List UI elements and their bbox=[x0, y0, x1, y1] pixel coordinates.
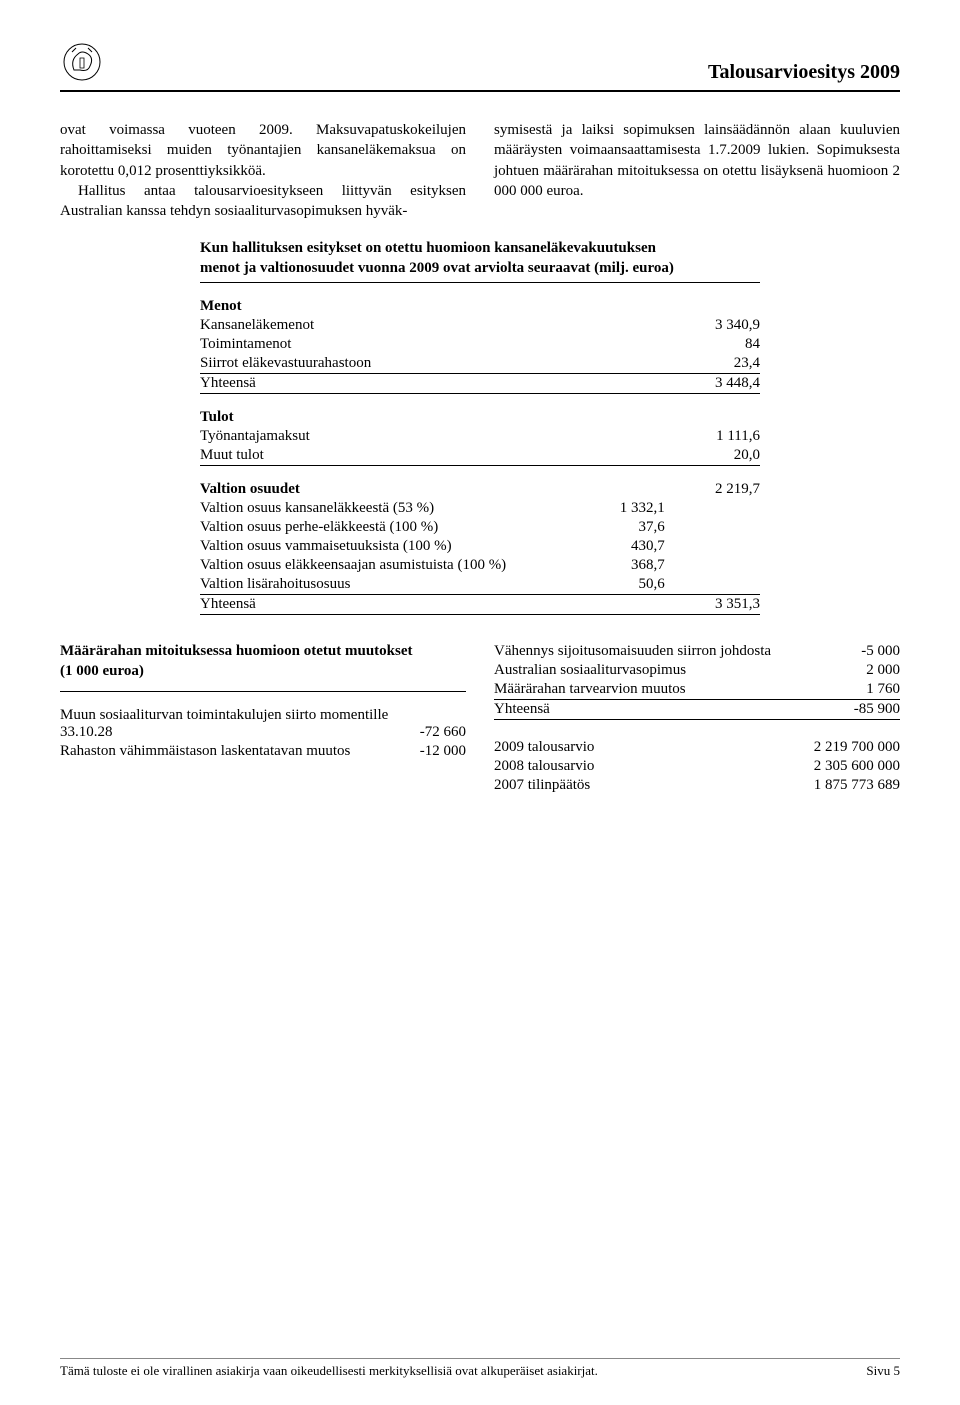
valtion-r5-val: 50,6 bbox=[570, 575, 665, 595]
tulot-head: Tulot bbox=[200, 408, 600, 427]
tulot-r2-val: 20,0 bbox=[600, 446, 760, 466]
menot-r2-label: Toimintamenot bbox=[200, 335, 643, 354]
table-row: Toimintamenot 84 bbox=[200, 335, 760, 354]
valtion-total-row: Yhteensä 3 351,3 bbox=[200, 595, 760, 615]
table-row: Määrärahan tarvearvion muutos 1 760 bbox=[494, 680, 900, 700]
table-row: Valtion lisärahoitusosuus 50,6 bbox=[200, 575, 760, 595]
main-heading-l2: menot ja valtionosuudet vuonna 2009 ovat… bbox=[200, 260, 674, 276]
right-table-budget: 2009 talousarvio 2 219 700 000 2008 talo… bbox=[494, 738, 900, 795]
bottom-left-block: Määrärahan mitoituksessa huomioon otetut… bbox=[60, 642, 466, 795]
main-financial-block: Kun hallituksen esitykset on otettu huom… bbox=[200, 239, 760, 618]
table-row: Valtion osuus eläkkeensaajan asumistuist… bbox=[200, 556, 760, 575]
valtion-r1-val: 1 332,1 bbox=[570, 499, 665, 518]
right-total-val: -85 900 bbox=[842, 700, 900, 720]
valtion-total-val: 3 351,3 bbox=[665, 595, 760, 615]
left-r1-val: -72 660 bbox=[420, 706, 466, 742]
menot-r2-val: 84 bbox=[643, 335, 760, 354]
valtion-head-label: Valtion osuudet bbox=[200, 480, 570, 499]
right-total-row: Yhteensä -85 900 bbox=[494, 700, 900, 720]
valtion-r2-label: Valtion osuus perhe-eläkkeestä (100 %) bbox=[200, 518, 570, 537]
right-r1-label: Vähennys sijoitusomaisuuden siirron johd… bbox=[494, 642, 842, 661]
valtion-r4-val: 368,7 bbox=[570, 556, 665, 575]
right-b1-val: 2 219 700 000 bbox=[712, 738, 900, 757]
right-r1-val: -5 000 bbox=[842, 642, 900, 661]
right-r2-label: Australian sosiaaliturvasopimus bbox=[494, 661, 842, 680]
left-r1-label: Muun sosiaaliturvan toimintakulujen siir… bbox=[60, 706, 420, 742]
table-row: 2008 talousarvio 2 305 600 000 bbox=[494, 757, 900, 776]
header-title: Talousarvioesitys 2009 bbox=[708, 61, 900, 84]
table-row: Vähennys sijoitusomaisuuden siirron johd… bbox=[494, 642, 900, 661]
valtion-r4-label: Valtion osuus eläkkeensaajan asumistuist… bbox=[200, 556, 570, 575]
valtion-head-val: 2 219,7 bbox=[665, 480, 760, 499]
valtion-r2-val: 37,6 bbox=[570, 518, 665, 537]
left-block-heading: Määrärahan mitoituksessa huomioon otetut… bbox=[60, 642, 466, 681]
left-r2-val: -12 000 bbox=[420, 742, 466, 761]
table-row: Kansaneläkemenot 3 340,9 bbox=[200, 316, 760, 335]
table-row: Rahaston vähimmäistason laskentatavan mu… bbox=[60, 742, 466, 761]
page-header: Talousarvioesitys 2009 bbox=[60, 40, 900, 92]
menot-table: Menot Kansaneläkemenot 3 340,9 Toimintam… bbox=[200, 282, 760, 408]
right-total-label: Yhteensä bbox=[494, 700, 842, 720]
valtion-total-label: Yhteensä bbox=[200, 595, 570, 615]
table-row: Muun sosiaaliturvan toimintakulujen siir… bbox=[60, 706, 466, 742]
table-row: 2007 tilinpäätös 1 875 773 689 bbox=[494, 776, 900, 795]
menot-r1-label: Kansaneläkemenot bbox=[200, 316, 643, 335]
bottom-right-block: Vähennys sijoitusomaisuuden siirron johd… bbox=[494, 642, 900, 795]
table-row: Australian sosiaaliturvasopimus 2 000 bbox=[494, 661, 900, 680]
tulot-r2-label: Muut tulot bbox=[200, 446, 600, 466]
table-row: Siirrot eläkevastuurahastoon 23,4 bbox=[200, 354, 760, 374]
right-r2-val: 2 000 bbox=[842, 661, 900, 680]
menot-head: Menot bbox=[200, 297, 643, 316]
valtion-r3-val: 430,7 bbox=[570, 537, 665, 556]
body-left-p2: Hallitus antaa talousarvioesitykseen lii… bbox=[60, 181, 466, 222]
valtion-r1-label: Valtion osuus kansaneläkkeestä (53 %) bbox=[200, 499, 570, 518]
right-b2-label: 2008 talousarvio bbox=[494, 757, 712, 776]
right-r3-label: Määrärahan tarvearvion muutos bbox=[494, 680, 842, 700]
table-row: Valtion osuus vammaisetuuksista (100 %) … bbox=[200, 537, 760, 556]
right-table-top: Vähennys sijoitusomaisuuden siirron johd… bbox=[494, 642, 900, 734]
right-b3-val: 1 875 773 689 bbox=[712, 776, 900, 795]
footer-text: Tämä tuloste ei ole virallinen asiakirja… bbox=[60, 1363, 598, 1379]
menot-r1-val: 3 340,9 bbox=[643, 316, 760, 335]
body-left-p1: ovat voimassa vuoteen 2009. Maksuvapatus… bbox=[60, 120, 466, 181]
right-b3-label: 2007 tilinpäätös bbox=[494, 776, 712, 795]
valtion-r3-label: Valtion osuus vammaisetuuksista (100 %) bbox=[200, 537, 570, 556]
left-table: Muun sosiaaliturvan toimintakulujen siir… bbox=[60, 691, 466, 761]
table-row: Työnantajamaksut 1 111,6 bbox=[200, 427, 760, 446]
tulot-r1-label: Työnantajamaksut bbox=[200, 427, 600, 446]
page-number: Sivu 5 bbox=[866, 1363, 900, 1379]
valtion-r5-label: Valtion lisärahoitusosuus bbox=[200, 575, 570, 595]
table-row: 2009 talousarvio 2 219 700 000 bbox=[494, 738, 900, 757]
valtion-table: Valtion osuudet 2 219,7 Valtion osuus ka… bbox=[200, 480, 760, 618]
tulot-table: Tulot Työnantajamaksut 1 111,6 Muut tulo… bbox=[200, 408, 760, 480]
body-right-p1: symisestä ja laiksi sopimuksen lainsäädä… bbox=[494, 120, 900, 201]
main-heading-l1: Kun hallituksen esitykset on otettu huom… bbox=[200, 240, 656, 256]
body-columns: ovat voimassa vuoteen 2009. Maksuvapatus… bbox=[60, 120, 900, 221]
menot-total-row: Yhteensä 3 448,4 bbox=[200, 374, 760, 394]
page-footer: Tämä tuloste ei ole virallinen asiakirja… bbox=[60, 1358, 900, 1379]
right-b2-val: 2 305 600 000 bbox=[712, 757, 900, 776]
table-row: Valtion osuus perhe-eläkkeestä (100 %) 3… bbox=[200, 518, 760, 537]
right-r3-val: 1 760 bbox=[842, 680, 900, 700]
valtion-head-row: Valtion osuudet 2 219,7 bbox=[200, 480, 760, 499]
bottom-columns: Määrärahan mitoituksessa huomioon otetut… bbox=[60, 642, 900, 795]
body-left-column: ovat voimassa vuoteen 2009. Maksuvapatus… bbox=[60, 120, 466, 221]
emblem-icon bbox=[60, 40, 104, 84]
table-row: Muut tulot 20,0 bbox=[200, 446, 760, 466]
left-head-l1: Määrärahan mitoituksessa huomioon otetut… bbox=[60, 643, 413, 659]
menot-r3-val: 23,4 bbox=[643, 354, 760, 374]
left-head-l2: (1 000 euroa) bbox=[60, 663, 144, 679]
menot-total-label: Yhteensä bbox=[200, 374, 643, 394]
left-r2-label: Rahaston vähimmäistason laskentatavan mu… bbox=[60, 742, 420, 761]
menot-r3-label: Siirrot eläkevastuurahastoon bbox=[200, 354, 643, 374]
tulot-r1-val: 1 111,6 bbox=[600, 427, 760, 446]
table-row: Valtion osuus kansaneläkkeestä (53 %) 1 … bbox=[200, 499, 760, 518]
page: Talousarvioesitys 2009 ovat voimassa vuo… bbox=[0, 0, 960, 1405]
right-b1-label: 2009 talousarvio bbox=[494, 738, 712, 757]
menot-total-val: 3 448,4 bbox=[643, 374, 760, 394]
main-heading: Kun hallituksen esitykset on otettu huom… bbox=[200, 239, 760, 278]
body-right-column: symisestä ja laiksi sopimuksen lainsäädä… bbox=[494, 120, 900, 221]
